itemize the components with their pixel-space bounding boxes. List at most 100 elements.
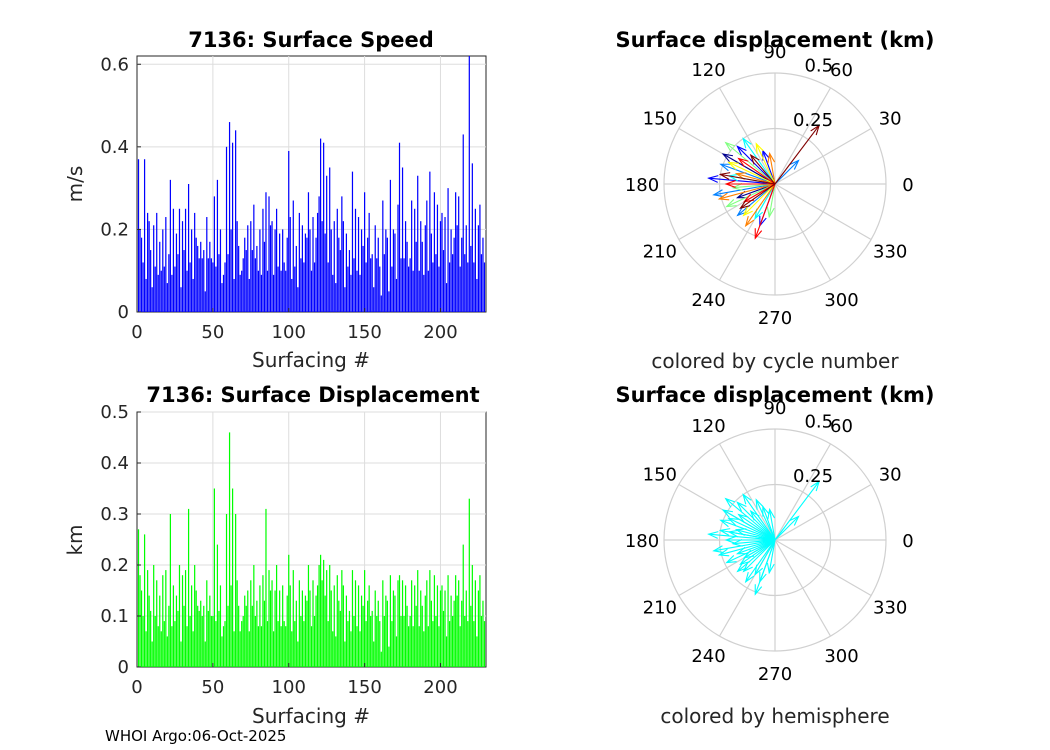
bar xyxy=(137,529,140,667)
vector-head xyxy=(731,182,743,191)
bar xyxy=(447,188,449,312)
bar xyxy=(288,554,290,667)
bar xyxy=(260,274,263,312)
bar xyxy=(439,590,442,667)
bar xyxy=(388,646,390,667)
bar xyxy=(137,159,140,312)
r-tick-label: 0.25 xyxy=(793,466,833,487)
bar xyxy=(257,270,259,312)
bar xyxy=(368,585,370,667)
bar xyxy=(333,221,335,312)
vector-shaft xyxy=(736,173,776,185)
bar xyxy=(442,610,445,667)
polar-cycle-plot: 0 30 60 90 120 150 180 210 240 270 300 330 0.25 0.5 xyxy=(625,42,914,329)
bar xyxy=(197,605,199,667)
theta-tick-label: 150 xyxy=(643,109,677,130)
bar xyxy=(218,254,220,312)
bar xyxy=(473,262,475,312)
bar xyxy=(160,270,162,312)
bar xyxy=(458,580,460,667)
vector-shaft xyxy=(774,516,799,541)
vector-shaft xyxy=(728,161,776,185)
bar xyxy=(424,595,426,667)
bar xyxy=(189,262,191,312)
vector-head xyxy=(707,175,719,183)
bar xyxy=(178,565,181,667)
bar xyxy=(313,262,316,312)
theta-tick-label: 120 xyxy=(691,416,725,437)
displacement-title: 7136: Surface Displacement xyxy=(146,383,479,407)
vector-head xyxy=(744,572,755,584)
bar xyxy=(148,595,150,667)
bar xyxy=(248,278,250,312)
vector-head xyxy=(718,172,731,180)
bar xyxy=(250,580,252,667)
polar-spoke xyxy=(774,443,832,541)
bar xyxy=(187,508,190,667)
bar xyxy=(225,146,228,312)
bar xyxy=(312,217,314,312)
bar xyxy=(292,200,294,312)
speed-xlabel: Surfacing # xyxy=(252,348,370,372)
theta-tick-label: 30 xyxy=(879,109,902,130)
bar xyxy=(206,217,208,312)
bar xyxy=(456,225,458,312)
vector-shaft xyxy=(774,160,799,185)
bar xyxy=(294,266,296,312)
polar-spoke xyxy=(774,539,872,597)
theta-tick-label: 120 xyxy=(691,60,725,81)
bar xyxy=(423,631,425,667)
vector-head xyxy=(712,545,724,554)
vector-head xyxy=(736,562,748,573)
vector-head xyxy=(744,216,755,228)
bar xyxy=(335,283,337,312)
bar xyxy=(479,575,481,667)
vector-head xyxy=(739,555,751,566)
bar xyxy=(286,237,288,312)
x-tick-label: 50 xyxy=(201,677,224,698)
bar xyxy=(423,274,425,312)
bar xyxy=(239,631,241,667)
bar xyxy=(444,217,446,312)
vector-shaft xyxy=(720,163,776,185)
bar xyxy=(329,167,331,312)
bar xyxy=(391,621,393,667)
bar xyxy=(332,631,334,667)
vector-shaft xyxy=(722,153,776,185)
bar xyxy=(215,621,217,667)
bar xyxy=(309,590,311,667)
bar xyxy=(476,278,478,312)
bar xyxy=(316,585,319,667)
bar xyxy=(432,621,434,667)
bar xyxy=(201,258,203,312)
bar xyxy=(371,254,373,312)
bar xyxy=(360,595,363,667)
bar xyxy=(459,626,461,667)
bar xyxy=(169,179,171,312)
bar xyxy=(353,258,355,312)
bar xyxy=(238,605,240,667)
bar xyxy=(420,221,422,312)
bar xyxy=(175,233,178,312)
bar xyxy=(266,621,269,667)
bar xyxy=(367,237,369,312)
bar xyxy=(412,270,414,312)
vector-shaft xyxy=(736,501,776,541)
bar xyxy=(433,575,436,667)
bar xyxy=(339,250,341,312)
bar xyxy=(180,641,182,667)
bar xyxy=(263,241,266,312)
bar xyxy=(427,626,429,667)
bar xyxy=(166,636,168,667)
bar xyxy=(201,616,203,667)
bar xyxy=(300,616,302,667)
vector-shaft xyxy=(774,125,820,185)
vector-shaft xyxy=(743,539,776,572)
vector-head xyxy=(810,480,821,492)
bar xyxy=(216,179,219,312)
theta-tick-label: 210 xyxy=(643,598,677,619)
bar xyxy=(228,122,231,312)
bar xyxy=(319,138,322,312)
bar xyxy=(271,580,273,667)
vector-head xyxy=(742,206,753,217)
